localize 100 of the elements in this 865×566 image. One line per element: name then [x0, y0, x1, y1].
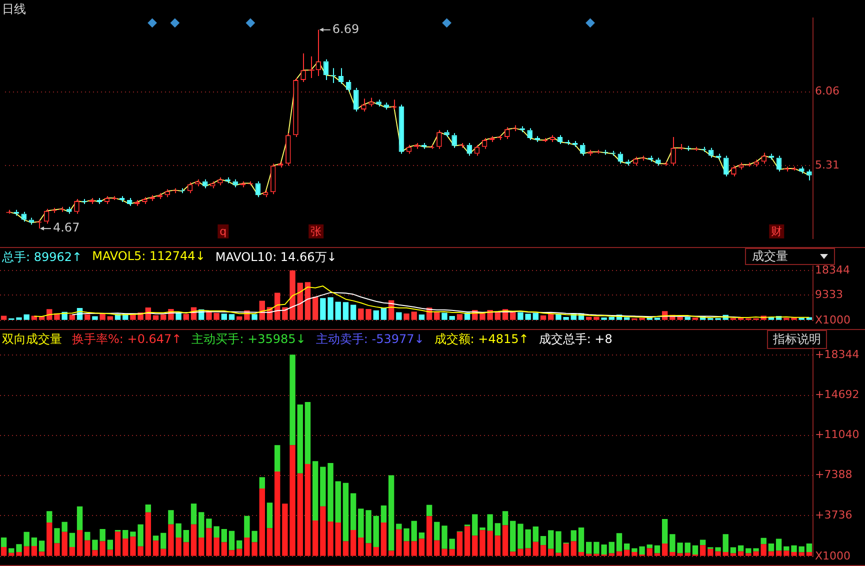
bar [145, 504, 152, 512]
bar [114, 532, 121, 556]
bar [730, 547, 736, 554]
bar [456, 532, 463, 556]
bar [722, 552, 728, 556]
candlestick [738, 162, 744, 170]
candlestick [126, 198, 132, 206]
bar [456, 314, 463, 320]
bar [266, 528, 273, 556]
bar [418, 532, 425, 539]
candlestick [74, 198, 80, 214]
candlestick [96, 198, 102, 204]
bar [69, 532, 76, 547]
bar [646, 548, 652, 556]
chart-title: 成交量 [752, 248, 788, 265]
bar [608, 316, 614, 320]
bar [107, 316, 114, 320]
candlestick [338, 68, 344, 84]
y-tick-label: 6.06 [815, 84, 840, 98]
bar [760, 544, 766, 556]
bar [654, 553, 660, 556]
annotation: 6.69 [332, 22, 360, 36]
bar [252, 314, 258, 320]
bar [548, 314, 554, 320]
bar [152, 536, 159, 541]
bar [624, 544, 630, 550]
annotation: q [220, 224, 227, 238]
bar [373, 546, 379, 556]
candlestick [656, 157, 661, 166]
bar [776, 538, 782, 551]
bar [342, 302, 349, 320]
bar [418, 538, 425, 556]
bar [304, 402, 311, 464]
y-tick-label: +14692 [815, 388, 860, 402]
y-tick-label: 18344 [815, 263, 850, 276]
bar [798, 552, 804, 556]
candlestick [534, 136, 540, 142]
bar [396, 312, 402, 320]
bar [107, 550, 114, 556]
bar [373, 310, 379, 320]
bar [236, 316, 242, 320]
bar [8, 552, 14, 556]
bar [183, 530, 190, 542]
bar [183, 314, 190, 320]
bar [69, 546, 76, 556]
bar [494, 312, 501, 320]
bar [494, 523, 501, 536]
bar [190, 504, 197, 524]
bar [426, 516, 432, 556]
bar [228, 314, 235, 320]
chart-title: 日线 [2, 1, 26, 18]
candlestick [218, 176, 223, 186]
bar [122, 530, 128, 538]
text: 主动卖手: -53977↓ [316, 331, 424, 348]
candlestick [550, 134, 556, 142]
candlestick [444, 130, 450, 138]
bar [730, 553, 736, 556]
candlestick [391, 99, 397, 110]
bar [646, 544, 652, 548]
bar [768, 551, 774, 556]
bar [540, 315, 546, 320]
bar [152, 540, 159, 556]
candlestick [580, 142, 586, 156]
candlestick [564, 140, 570, 146]
bar [532, 312, 539, 320]
bar [594, 316, 600, 320]
bar [221, 529, 227, 542]
candlestick [398, 104, 404, 154]
bar [122, 538, 128, 556]
candlestick [784, 166, 790, 172]
annotation: 财 [771, 224, 782, 238]
y-tick-label: 9333 [815, 288, 843, 301]
candlestick [270, 163, 276, 195]
bar [350, 493, 356, 530]
y-tick-label: +7388 [815, 468, 852, 482]
bar [312, 520, 318, 556]
bar [700, 545, 706, 556]
bar [259, 477, 265, 488]
bar [236, 548, 242, 556]
bar [510, 552, 516, 556]
candlestick [164, 188, 170, 198]
bar [0, 546, 7, 556]
bar [312, 296, 318, 320]
chart-title: 双向成交量 [2, 331, 62, 348]
bar [183, 542, 190, 556]
candlestick [28, 217, 34, 226]
bar [297, 404, 303, 474]
text: 换手率%: +0.647↑ [72, 331, 182, 348]
bar [578, 552, 584, 556]
candlestick [286, 132, 291, 166]
bar [760, 538, 766, 544]
bar [304, 282, 311, 320]
y-tick-label: X1000 [815, 313, 851, 326]
annotation: 4.67 [52, 220, 80, 235]
bar [8, 548, 14, 553]
candlestick [112, 196, 118, 201]
bar [806, 552, 812, 556]
bar [335, 481, 341, 522]
bar [624, 550, 630, 556]
candlestick [436, 130, 442, 150]
